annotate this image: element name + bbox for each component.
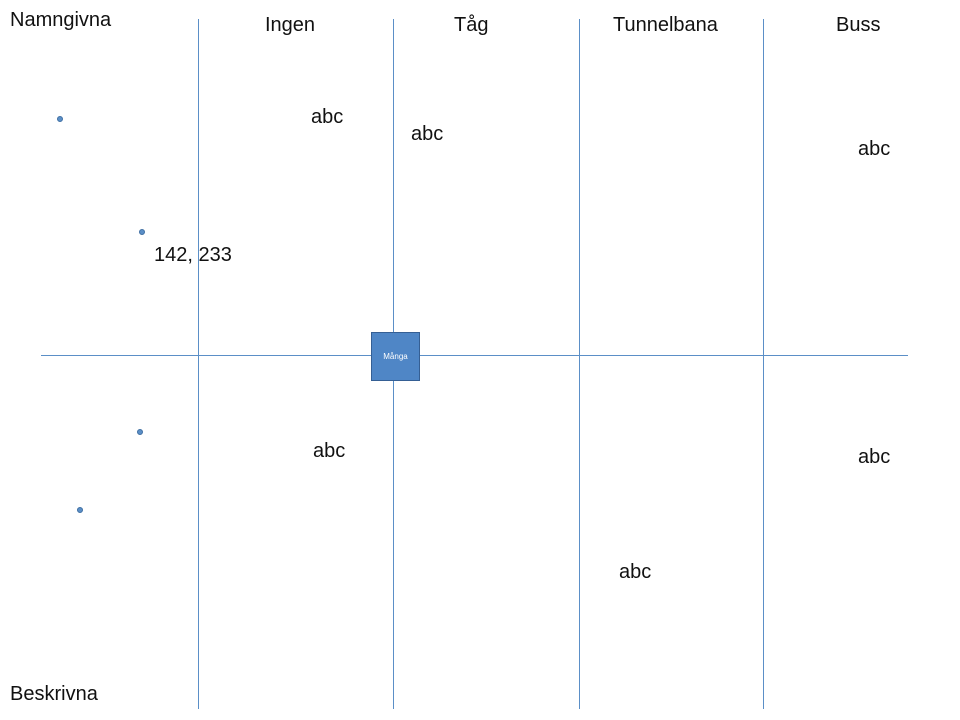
cell-label: abc — [311, 106, 344, 128]
bottom-axis-label: Beskrivna — [10, 683, 98, 705]
column-header-tunnelbana: Tunnelbana — [613, 14, 718, 36]
point-coordinate-label: 142, 233 — [154, 244, 232, 266]
horizontal-axis-line — [41, 355, 908, 356]
cell-label: abc — [619, 561, 652, 583]
marker-dot — [77, 507, 83, 513]
marker-dot — [137, 429, 143, 435]
cell-label: abc — [411, 123, 444, 145]
column-header-tag: Tåg — [454, 14, 489, 36]
column-divider-3 — [579, 19, 580, 709]
column-header-ingen: Ingen — [265, 14, 316, 36]
column-divider-1 — [198, 19, 199, 709]
column-divider-4 — [763, 19, 764, 709]
cell-label: abc — [313, 440, 346, 462]
center-box: Många — [371, 332, 420, 381]
cell-label: abc — [858, 138, 891, 160]
marker-dot — [139, 229, 145, 235]
column-header-buss: Buss — [836, 14, 881, 36]
cell-label: abc — [858, 446, 891, 468]
center-box-label: Många — [383, 352, 408, 361]
top-axis-label: Namngivna — [10, 9, 112, 31]
marker-dot — [57, 116, 63, 122]
